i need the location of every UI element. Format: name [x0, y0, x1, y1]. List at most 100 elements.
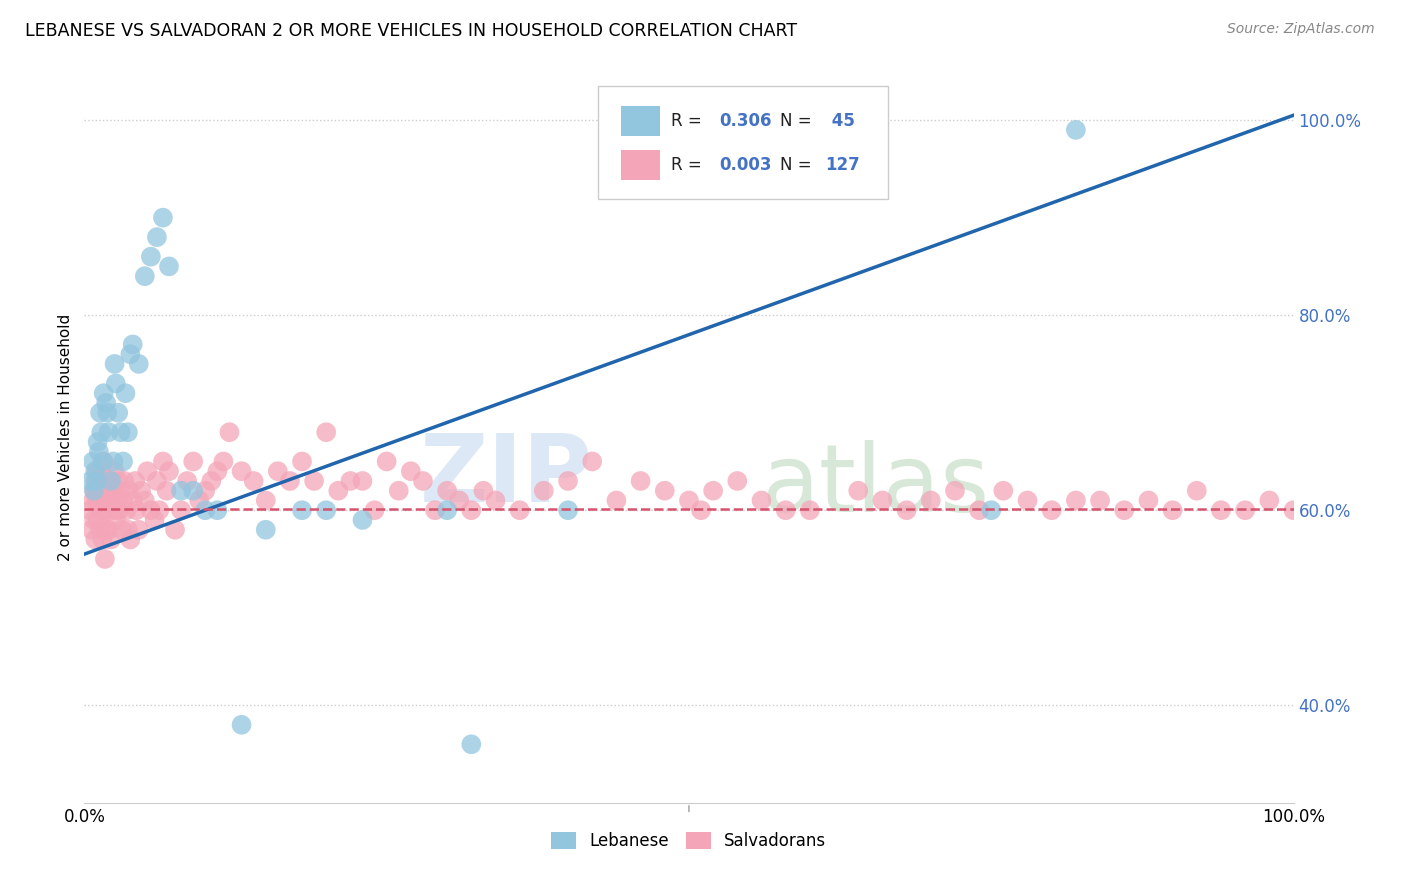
Point: [146, 474, 169, 488]
Point: [799, 503, 821, 517]
Point: [91, 493, 114, 508]
Point: [751, 493, 773, 508]
Text: Source: ZipAtlas.com: Source: ZipAtlas.com: [1227, 22, 1375, 37]
Point: [112, 493, 135, 508]
Point: [101, 503, 124, 517]
Point: [967, 503, 990, 517]
Point: [86, 493, 108, 508]
Point: [110, 483, 132, 498]
Point: [846, 483, 869, 498]
Point: [1114, 503, 1136, 517]
Point: [993, 483, 1015, 498]
Point: [125, 503, 148, 517]
Point: [690, 503, 713, 517]
Point: [146, 230, 169, 244]
Point: [1017, 493, 1039, 508]
Point: [121, 493, 143, 508]
Point: [94, 503, 117, 517]
Point: [121, 337, 143, 351]
Point: [100, 533, 122, 547]
Point: [509, 503, 531, 517]
Text: 45: 45: [825, 112, 855, 130]
Text: N =: N =: [780, 112, 817, 130]
Point: [533, 483, 555, 498]
Point: [775, 503, 797, 517]
Point: [111, 523, 134, 537]
Point: [218, 425, 240, 440]
Point: [107, 474, 129, 488]
Point: [157, 464, 180, 478]
Point: [242, 474, 264, 488]
Point: [93, 483, 115, 498]
Point: [86, 513, 108, 527]
Point: [104, 357, 127, 371]
Point: [181, 454, 204, 468]
Point: [436, 503, 458, 517]
Point: [388, 483, 411, 498]
Point: [139, 503, 162, 517]
Point: [93, 386, 115, 401]
Point: [557, 474, 579, 488]
Point: [87, 444, 110, 458]
Point: [1258, 493, 1281, 508]
Point: [920, 493, 942, 508]
Y-axis label: 2 or more Vehicles in Household: 2 or more Vehicles in Household: [58, 313, 73, 561]
Point: [630, 474, 652, 488]
Point: [134, 269, 156, 284]
FancyBboxPatch shape: [621, 106, 659, 136]
Point: [207, 464, 229, 478]
Point: [108, 503, 131, 517]
Point: [84, 533, 107, 547]
Legend: Lebanese, Salvadorans: Lebanese, Salvadorans: [544, 825, 834, 856]
Point: [103, 454, 125, 468]
Point: [87, 474, 110, 488]
Point: [91, 454, 114, 468]
Point: [97, 425, 120, 440]
Point: [1088, 493, 1111, 508]
Point: [120, 533, 142, 547]
Point: [124, 474, 146, 488]
Point: [91, 533, 114, 547]
Point: [114, 386, 136, 401]
Point: [86, 483, 108, 498]
Point: [291, 454, 314, 468]
Text: R =: R =: [671, 156, 707, 174]
Point: [194, 503, 217, 517]
Point: [872, 493, 894, 508]
Point: [84, 474, 107, 488]
Text: ZIP: ZIP: [419, 430, 592, 522]
Point: [80, 523, 103, 537]
Point: [375, 454, 398, 468]
Point: [176, 474, 198, 488]
Point: [267, 464, 290, 478]
Point: [105, 503, 128, 517]
Point: [83, 513, 105, 527]
Point: [143, 513, 166, 527]
Point: [100, 474, 122, 488]
Point: [79, 503, 101, 517]
Point: [1137, 493, 1160, 508]
Point: [328, 483, 350, 498]
Point: [725, 474, 748, 488]
Point: [1161, 503, 1184, 517]
Point: [399, 464, 422, 478]
Point: [112, 474, 135, 488]
Point: [581, 454, 603, 468]
Point: [1185, 483, 1208, 498]
Point: [157, 260, 180, 274]
Point: [148, 503, 170, 517]
Point: [165, 523, 187, 537]
Point: [254, 493, 277, 508]
Point: [212, 454, 235, 468]
Point: [115, 503, 138, 517]
Point: [79, 474, 101, 488]
Point: [128, 357, 150, 371]
Point: [896, 503, 918, 517]
Point: [315, 503, 337, 517]
Text: R =: R =: [671, 112, 707, 130]
Point: [291, 503, 314, 517]
Point: [112, 454, 135, 468]
Point: [83, 483, 105, 498]
Point: [83, 483, 105, 498]
Point: [98, 493, 121, 508]
